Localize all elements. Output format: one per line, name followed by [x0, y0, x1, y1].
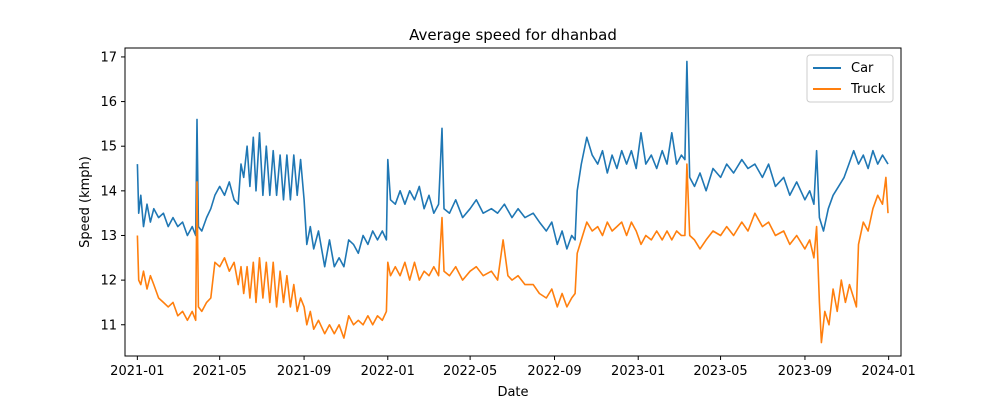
y-axis-label: Speed (kmph): [78, 156, 93, 248]
legend-box: [806, 54, 894, 103]
series-line-car: [136, 60, 889, 268]
y-tick-label: 12: [100, 274, 117, 289]
x-tick-label: 2021-05: [193, 364, 247, 379]
x-tick-label: 2021-01: [110, 364, 164, 379]
x-tick-label: 2023-01: [611, 364, 665, 379]
legend-label-car: Car: [851, 61, 874, 76]
x-axis-label: Date: [497, 385, 528, 400]
x-tick-label: 2022-09: [527, 364, 581, 379]
chart-title: Average speed for dhanbad: [409, 26, 617, 44]
legend: Car Truck: [806, 54, 894, 103]
y-tick-label: 17: [100, 50, 117, 65]
series-line-truck: [136, 163, 889, 344]
y-axis: 11 12 13 14 15 16 17: [100, 50, 125, 333]
legend-label-truck: Truck: [850, 82, 886, 97]
plot-frame: [124, 47, 902, 357]
x-tick-label: 2023-05: [693, 364, 747, 379]
x-tick-label: 2024-01: [861, 364, 915, 379]
y-tick-label: 15: [100, 140, 117, 155]
x-tick-label: 2021-09: [277, 364, 331, 379]
series-layer: [136, 60, 889, 344]
x-axis: 2021-01 2021-05 2021-09 2022-01 2022-05 2022-…: [110, 356, 916, 379]
y-tick-label: 14: [100, 184, 117, 199]
y-tick-label: 16: [100, 95, 117, 110]
x-tick-label: 2023-09: [778, 364, 832, 379]
y-tick-label: 11: [100, 318, 117, 333]
plot-area: [125, 48, 901, 356]
x-tick-label: 2022-01: [361, 364, 415, 379]
x-tick-label: 2022-05: [443, 364, 497, 379]
y-tick-label: 13: [100, 229, 117, 244]
